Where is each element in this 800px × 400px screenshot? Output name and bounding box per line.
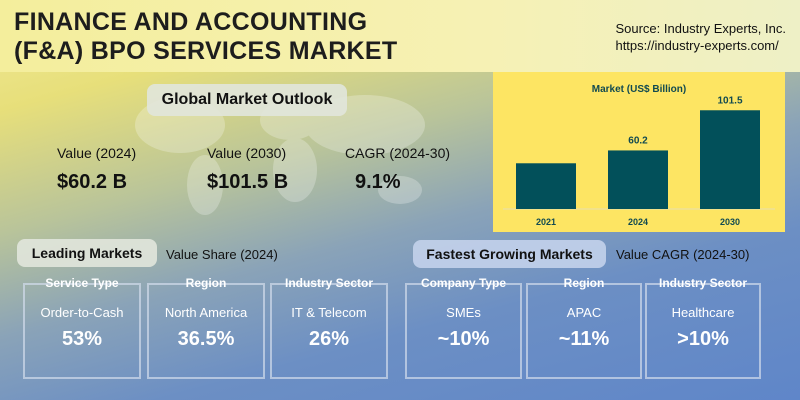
leading-markets-label: Leading Markets <box>17 239 157 267</box>
chart-svg: Market (US$ Billion) 2021 2024 60.2 2030 101.… <box>503 84 775 227</box>
chart-title: Market (US$ Billion) <box>592 84 686 95</box>
x-tick-label: 2024 <box>628 217 648 227</box>
kpi-value-2024: Value (2024) $60.2 B <box>57 145 136 194</box>
chart-bar <box>516 163 576 209</box>
page-title: FINANCE AND ACCOUNTING (F&A) BPO SERVICES… <box>14 8 397 66</box>
source-name: Source: Industry Experts, Inc. <box>615 21 786 36</box>
fastest-growing-subtitle: Value CAGR (2024-30) <box>616 247 750 262</box>
box-value: 26% <box>308 328 350 350</box>
kpi-value: $101.5 B <box>207 171 289 193</box>
box-name: Healthcare <box>671 305 735 320</box>
box-header: Region <box>563 276 605 290</box>
x-tick-label: 2021 <box>536 217 556 227</box>
box-value: 53% <box>61 328 103 350</box>
box-header: Service Type <box>45 276 119 290</box>
kpi-label: Value (2024) <box>57 145 137 161</box>
box-name: IT & Telecom <box>291 305 367 320</box>
kpi-cagr: CAGR (2024-30) 9.1% <box>345 145 450 194</box>
market-bar-chart: Market (US$ Billion) 2021 2024 60.2 2030 101.… <box>493 72 785 232</box>
leading-markets-subtitle: Value Share (2024) <box>166 247 278 262</box>
data-label: 60.2 <box>628 135 648 146</box>
chart-bar <box>608 150 668 209</box>
box-header: Industry Sector <box>658 276 748 290</box>
box-header: Industry Sector <box>284 276 374 290</box>
title-line-2: (F&A) BPO SERVICES MARKET <box>14 37 398 65</box>
title-line-1: FINANCE AND ACCOUNTING <box>14 8 368 36</box>
box-value: >10% <box>677 328 729 350</box>
source-url: https://industry-experts.com/ <box>615 38 779 53</box>
header-band <box>0 0 800 72</box>
fastest-box: Region APAC ~11% <box>526 276 642 379</box>
kpi-value: 9.1% <box>355 171 401 193</box>
kpi-value-2030: Value (2030) $101.5 B <box>207 145 288 194</box>
box-header: Region <box>185 276 227 290</box>
kpi-label: CAGR (2024-30) <box>345 145 451 161</box>
leading-box: Service Type Order-to-Cash 53% <box>23 276 141 379</box>
fastest-box: Company Type SMEs ~10% <box>405 276 522 379</box>
leading-box: Region North America 36.5% <box>147 276 265 379</box>
global-outlook-label: Global Market Outlook <box>147 84 347 116</box>
box-value: ~10% <box>437 328 490 350</box>
fastest-growing-label: Fastest Growing Markets <box>413 240 606 268</box>
data-label: 101.5 <box>717 95 742 106</box>
x-tick-label: 2030 <box>720 217 740 227</box>
chart-bar <box>700 110 760 209</box>
source: Source: Industry Experts, Inc. https://in… <box>615 20 786 54</box>
box-header: Company Type <box>420 276 507 290</box>
box-value: 36.5% <box>177 328 235 350</box>
box-name: APAC <box>566 305 602 320</box>
box-name: North America <box>164 305 248 320</box>
box-name: SMEs <box>446 305 481 320</box>
kpi-value: $60.2 B <box>57 171 128 193</box>
box-name: Order-to-Cash <box>40 305 124 320</box>
kpi-label: Value (2030) <box>207 145 287 161</box>
leading-box: Industry Sector IT & Telecom 26% <box>270 276 388 379</box>
box-value: ~11% <box>558 328 610 350</box>
fastest-box: Industry Sector Healthcare >10% <box>645 276 761 379</box>
